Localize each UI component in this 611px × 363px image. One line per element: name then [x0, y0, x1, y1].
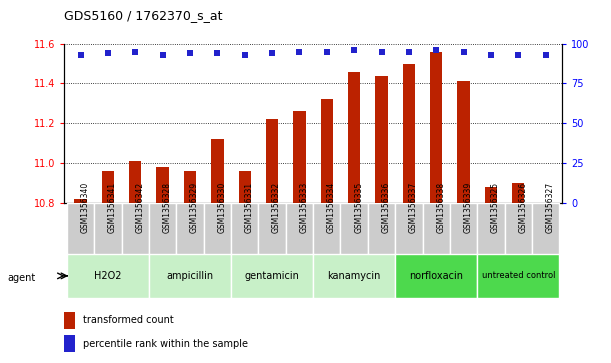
Bar	[156, 167, 169, 203]
Bar	[313, 203, 340, 254]
Text: norfloxacin: norfloxacin	[409, 271, 463, 281]
Bar	[340, 203, 368, 254]
Bar	[177, 203, 203, 254]
Bar	[231, 203, 258, 254]
Point	[158, 52, 167, 58]
Bar	[122, 203, 149, 254]
Point	[295, 49, 304, 54]
Bar	[477, 254, 560, 298]
Text: GSM1356328: GSM1356328	[163, 182, 172, 233]
Text: transformed count: transformed count	[83, 315, 174, 325]
Bar	[64, 335, 75, 352]
Point	[240, 52, 250, 58]
Text: ampicillin: ampicillin	[166, 271, 214, 281]
Point	[404, 49, 414, 54]
Bar	[430, 52, 442, 203]
Text: kanamycin: kanamycin	[327, 271, 381, 281]
Bar	[403, 64, 415, 203]
Bar	[458, 81, 470, 203]
Text: GSM1356335: GSM1356335	[354, 182, 363, 233]
Point	[513, 52, 523, 58]
Point	[213, 50, 222, 56]
Text: gentamicin: gentamicin	[244, 271, 299, 281]
Point	[130, 49, 140, 54]
Point	[349, 47, 359, 53]
Text: GDS5160 / 1762370_s_at: GDS5160 / 1762370_s_at	[64, 9, 222, 22]
Bar	[149, 203, 177, 254]
Bar	[485, 187, 497, 203]
Bar	[395, 254, 477, 298]
Bar	[532, 203, 560, 254]
Text: GSM1356326: GSM1356326	[518, 182, 527, 233]
Text: GSM1356330: GSM1356330	[218, 182, 226, 233]
Bar	[450, 203, 477, 254]
Bar	[293, 111, 306, 203]
Point	[376, 49, 386, 54]
Bar	[505, 203, 532, 254]
Bar	[368, 203, 395, 254]
Text: GSM1356337: GSM1356337	[409, 182, 418, 233]
Bar	[512, 183, 524, 203]
Bar	[477, 203, 505, 254]
Bar	[75, 199, 87, 203]
Bar	[211, 139, 224, 203]
Point	[103, 50, 113, 56]
Bar	[321, 99, 333, 203]
Text: GSM1356336: GSM1356336	[381, 182, 390, 233]
Bar	[313, 254, 395, 298]
Point	[267, 50, 277, 56]
Text: GSM1356338: GSM1356338	[436, 182, 445, 233]
Text: percentile rank within the sample: percentile rank within the sample	[83, 339, 248, 349]
Text: GSM1356325: GSM1356325	[491, 182, 500, 233]
Text: GSM1356329: GSM1356329	[190, 182, 199, 233]
Text: H2O2: H2O2	[94, 271, 122, 281]
Bar	[129, 161, 142, 203]
Bar	[149, 254, 231, 298]
Text: GSM1356334: GSM1356334	[327, 182, 336, 233]
Bar	[67, 203, 94, 254]
Text: GSM1356333: GSM1356333	[299, 182, 309, 233]
Bar	[102, 171, 114, 203]
Bar	[423, 203, 450, 254]
Bar	[238, 171, 251, 203]
Bar	[395, 203, 423, 254]
Bar	[67, 254, 149, 298]
Text: GSM1356327: GSM1356327	[546, 182, 555, 233]
Text: GSM1356340: GSM1356340	[81, 182, 90, 233]
Point	[459, 49, 469, 54]
Text: GSM1356339: GSM1356339	[464, 182, 473, 233]
Point	[322, 49, 332, 54]
Bar	[203, 203, 231, 254]
Text: GSM1356331: GSM1356331	[245, 182, 254, 233]
Text: GSM1356341: GSM1356341	[108, 182, 117, 233]
Text: untreated control: untreated control	[481, 272, 555, 280]
Bar	[94, 203, 122, 254]
Point	[431, 47, 441, 53]
Point	[76, 52, 86, 58]
Bar	[231, 254, 313, 298]
Bar	[375, 76, 388, 203]
Point	[541, 52, 551, 58]
Point	[486, 52, 496, 58]
Bar	[64, 312, 75, 329]
Text: GSM1356342: GSM1356342	[135, 182, 144, 233]
Text: agent: agent	[7, 273, 35, 283]
Bar	[348, 72, 360, 203]
Bar	[266, 119, 278, 203]
Point	[185, 50, 195, 56]
Bar	[184, 171, 196, 203]
Text: GSM1356332: GSM1356332	[272, 182, 281, 233]
Bar	[286, 203, 313, 254]
Bar	[258, 203, 286, 254]
